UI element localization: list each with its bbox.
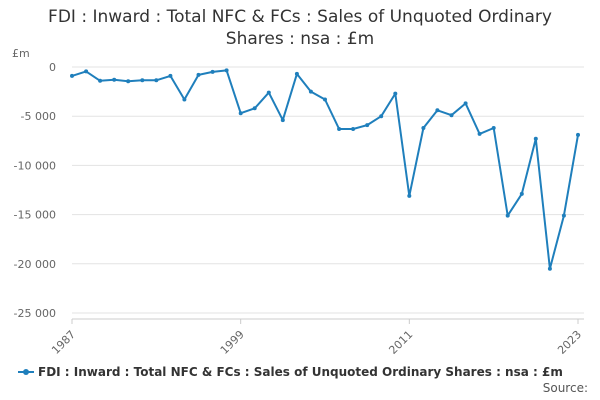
data-point[interactable]	[266, 90, 271, 95]
data-point[interactable]	[323, 97, 327, 102]
legend-label: FDI : Inward : Total NFC & FCs : Sales o…	[38, 365, 563, 379]
data-point[interactable]	[224, 68, 229, 73]
data-point[interactable]	[126, 79, 131, 84]
data-point[interactable]	[294, 71, 299, 76]
x-axis-ticks: 1987 1999 2011 2023	[49, 318, 584, 357]
data-point[interactable]	[576, 132, 580, 137]
y-axis-unit-label: £m	[12, 47, 30, 60]
data-point[interactable]	[561, 213, 566, 218]
y-tick-label: -25 000	[14, 307, 56, 320]
data-point[interactable]	[337, 127, 342, 131]
data-point[interactable]	[84, 69, 89, 74]
y-tick-label: -15 000	[14, 209, 56, 222]
chart-title: FDI : Inward : Total NFC & FCs : Sales o…	[0, 6, 600, 50]
data-point[interactable]	[477, 131, 482, 136]
data-point[interactable]	[351, 127, 356, 131]
y-tick-label: 0	[49, 61, 56, 74]
data-point[interactable]	[379, 114, 384, 119]
data-point[interactable]	[463, 101, 468, 106]
legend: FDI : Inward : Total NFC & FCs : Sales o…	[18, 365, 563, 379]
data-point[interactable]	[393, 91, 398, 96]
y-tick-label: -5 000	[21, 110, 56, 123]
x-tick-label: 2011	[386, 328, 415, 357]
data-point[interactable]	[210, 69, 215, 74]
legend-line-icon	[18, 367, 34, 377]
chart-title-line-2: Shares : nsa : £m	[225, 29, 375, 49]
data-point[interactable]	[98, 78, 103, 83]
y-axis-ticks: 0 -5 000 -10 000 -15 000 -20 000 -25 000	[14, 61, 56, 320]
y-tick-label: -10 000	[14, 159, 56, 172]
data-point[interactable]	[421, 126, 426, 130]
series-group	[70, 68, 580, 271]
y-tick-label: -20 000	[14, 258, 56, 271]
data-point[interactable]	[70, 73, 74, 78]
data-point[interactable]	[491, 126, 496, 130]
data-point[interactable]	[449, 113, 454, 118]
source-label: Source:	[542, 381, 588, 395]
x-tick-label: 1987	[49, 328, 78, 357]
data-point[interactable]	[533, 136, 538, 141]
data-point[interactable]	[365, 123, 370, 128]
data-point[interactable]	[280, 118, 285, 123]
data-point[interactable]	[435, 108, 440, 113]
data-point[interactable]	[182, 97, 187, 102]
data-point[interactable]	[168, 73, 173, 78]
data-point[interactable]	[196, 72, 201, 77]
data-point[interactable]	[112, 77, 117, 82]
data-point[interactable]	[308, 89, 313, 94]
data-point[interactable]	[140, 78, 145, 83]
data-point[interactable]	[505, 213, 510, 218]
data-point[interactable]	[154, 78, 159, 83]
x-tick-label: 2023	[555, 328, 584, 357]
data-point[interactable]	[547, 266, 552, 271]
chart-title-line-1: FDI : Inward : Total NFC & FCs : Sales o…	[48, 7, 552, 27]
data-point[interactable]	[252, 106, 257, 111]
data-point[interactable]	[238, 111, 243, 116]
x-tick-label: 1999	[218, 328, 247, 357]
data-point[interactable]	[519, 191, 524, 196]
data-point[interactable]	[407, 193, 412, 198]
